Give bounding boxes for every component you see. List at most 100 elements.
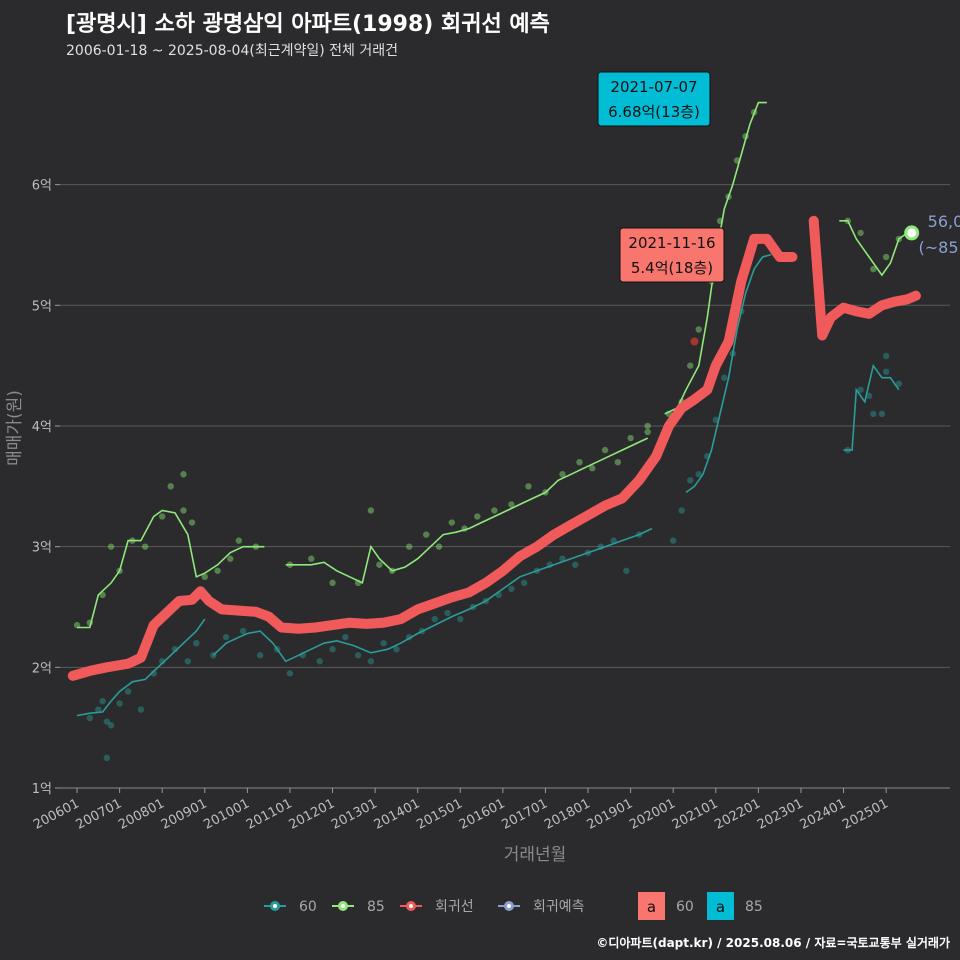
point-85 <box>188 519 196 526</box>
legend-label: 회귀선 <box>435 899 474 915</box>
legend-label: 60 <box>299 899 317 915</box>
legend-box-item: a 85 <box>707 892 763 920</box>
point-85 <box>857 229 864 237</box>
point-85 <box>107 543 115 550</box>
series-line-85 <box>77 509 265 629</box>
legend-item: 60 <box>264 899 317 915</box>
point-85 <box>167 483 174 490</box>
point-85 <box>376 561 383 568</box>
point-60 <box>103 718 111 725</box>
annotation-red: 2021-11-16 5.4억(18층) <box>619 227 725 283</box>
x-tick-label: 202001 <box>627 796 678 833</box>
point-85 <box>227 555 234 562</box>
point-85 <box>644 422 651 430</box>
legend-box-letter: a <box>647 898 656 916</box>
point-85 <box>141 543 149 550</box>
point-85 <box>73 621 81 629</box>
legend-label: 회귀예측 <box>533 899 585 915</box>
point-85 <box>423 531 430 538</box>
point-60 <box>354 652 362 659</box>
point-85 <box>329 579 336 587</box>
legend-swatch-center <box>507 904 511 908</box>
y-tick-label: 4억 <box>32 420 52 435</box>
y-tick-label: 2억 <box>32 661 52 676</box>
point-60 <box>520 579 528 587</box>
point-60 <box>670 537 677 544</box>
series-line-60 <box>685 253 772 494</box>
point-60 <box>444 609 451 617</box>
point-60 <box>695 471 702 478</box>
point-60 <box>103 754 111 762</box>
x-axis-title: 거래년월 <box>504 845 567 865</box>
legend-box-letter: a <box>716 898 725 916</box>
point-60 <box>431 615 438 623</box>
y-tick-label: 3억 <box>32 541 52 556</box>
annotation-date: 2021-07-07 <box>610 78 697 96</box>
point-60 <box>687 477 694 484</box>
legend-swatch-center <box>409 904 413 908</box>
point-60 <box>116 700 123 707</box>
annotation-date: 2021-11-16 <box>628 234 715 252</box>
point-60 <box>865 392 873 400</box>
legend-box-label: 60 <box>676 899 694 915</box>
x-tick-label: 200601 <box>31 796 82 833</box>
point-60 <box>457 615 464 623</box>
annotation-price: 6.68억(13층) <box>608 103 700 121</box>
y-tick-label: 6억 <box>32 179 52 194</box>
legend-box-swatch <box>638 892 665 920</box>
x-tick-label: 201101 <box>244 796 295 833</box>
chart-title: [광명시] 소하 광명삼익 아파트(1998) 회귀선 예측 <box>66 12 550 37</box>
credit-line: ©디아파트(dapt.kr) / 2025.08.06 / 자료=국토교통부 실… <box>596 936 950 950</box>
legend-item: 85 <box>332 899 385 915</box>
point-85 <box>180 471 187 478</box>
legend-label: 85 <box>367 899 385 915</box>
series-line-60 <box>212 527 653 663</box>
point-60 <box>623 567 630 574</box>
point-60 <box>895 380 903 387</box>
x-tick-label: 201701 <box>499 796 550 833</box>
point-85 <box>870 265 877 273</box>
point-60 <box>882 352 890 360</box>
x-tick-label: 201301 <box>329 796 380 833</box>
point-85 <box>559 471 566 478</box>
x-tick-label: 202501 <box>840 796 891 833</box>
legend-box-swatch <box>707 892 734 920</box>
legend-box-item: a 60 <box>638 892 694 920</box>
point-60 <box>857 386 864 393</box>
y-axis-title: 매매가(원) <box>5 390 25 466</box>
point-85 <box>614 458 622 466</box>
point-85 <box>308 555 315 562</box>
point-85 <box>235 537 243 544</box>
legend-swatch-center <box>341 904 345 908</box>
point-60 <box>678 507 685 514</box>
x-tick-label: 201801 <box>542 796 593 833</box>
x-tick-label: 200801 <box>116 796 167 833</box>
x-tick-label: 201601 <box>457 796 508 833</box>
point-60 <box>239 627 247 635</box>
annotation-teal: 2021-07-07 6.68억(13층) <box>597 71 711 127</box>
point-60 <box>380 639 387 647</box>
legend-swatch-center <box>273 904 277 908</box>
point-85 <box>491 507 498 514</box>
point-85 <box>201 573 208 581</box>
point-85 <box>435 543 443 550</box>
point-60 <box>107 722 115 729</box>
x-tick-label: 201201 <box>287 796 338 833</box>
y-tick-label: 5억 <box>32 299 52 314</box>
point-60 <box>256 652 264 659</box>
point-85 <box>448 519 455 526</box>
point-85 <box>695 326 702 333</box>
x-tick-label: 202101 <box>670 796 721 833</box>
x-tick-label: 201401 <box>372 796 423 833</box>
last-point-price: 56,000 <box>928 212 960 231</box>
series-line-85 <box>839 220 908 277</box>
x-tick-label: 200701 <box>74 796 125 833</box>
series-line-60 <box>843 363 900 451</box>
series-line-60 <box>76 618 206 717</box>
series-line-85 <box>285 437 649 585</box>
point-85 <box>525 483 532 490</box>
point-85 <box>180 507 187 514</box>
point-60 <box>222 633 230 641</box>
point-60 <box>99 697 106 705</box>
x-tick-label: 202401 <box>798 796 849 833</box>
